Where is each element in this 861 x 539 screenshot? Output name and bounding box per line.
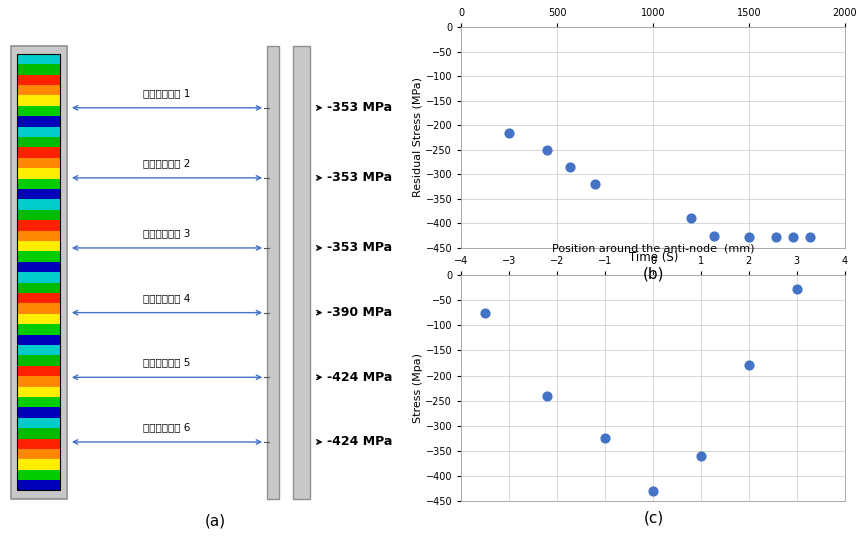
Bar <box>17 54 60 64</box>
X-axis label: Position around the anti-node  (mm): Position around the anti-node (mm) <box>551 244 753 254</box>
Bar <box>17 116 60 127</box>
Text: (b): (b) <box>642 267 663 282</box>
Bar <box>17 314 60 324</box>
Text: 압력안티노드 5: 압력안티노드 5 <box>143 357 190 368</box>
Bar <box>17 345 60 355</box>
Text: 압력안티노드 4: 압력안티노드 4 <box>143 293 190 303</box>
Text: -353 MPa: -353 MPa <box>326 241 392 254</box>
Point <box>646 487 660 495</box>
Text: 압력안티노드 1: 압력안티노드 1 <box>143 88 190 98</box>
Bar <box>17 407 60 418</box>
Bar <box>17 324 60 335</box>
Bar <box>17 335 60 345</box>
Text: -390 MPa: -390 MPa <box>326 306 392 319</box>
Point <box>478 308 492 317</box>
Bar <box>17 85 60 95</box>
Bar <box>17 168 60 178</box>
Bar <box>17 178 60 189</box>
Y-axis label: Residual Stress (MPa): Residual Stress (MPa) <box>412 78 422 197</box>
Bar <box>17 397 60 407</box>
Bar <box>17 386 60 397</box>
Bar <box>17 480 60 490</box>
Bar <box>17 95 60 106</box>
Bar <box>17 439 60 449</box>
Bar <box>17 303 60 314</box>
Bar <box>17 262 60 272</box>
Bar <box>17 272 60 282</box>
Bar <box>17 137 60 148</box>
Bar <box>17 428 60 439</box>
Text: Time (S): Time (S) <box>628 251 678 264</box>
Point <box>741 361 755 370</box>
Bar <box>17 189 60 199</box>
Point <box>563 163 577 171</box>
Bar <box>17 282 60 293</box>
Bar <box>17 210 60 220</box>
Point <box>785 233 799 241</box>
Bar <box>17 199 60 210</box>
Point <box>684 214 697 223</box>
Bar <box>17 148 60 158</box>
Point <box>540 391 554 400</box>
Text: -353 MPa: -353 MPa <box>326 171 392 184</box>
Point <box>540 146 554 154</box>
Bar <box>17 293 60 303</box>
Bar <box>17 376 60 386</box>
Bar <box>17 54 60 490</box>
Bar <box>17 241 60 251</box>
Bar <box>17 459 60 469</box>
Bar <box>17 64 60 75</box>
Text: (a): (a) <box>205 513 226 528</box>
Point <box>789 285 802 293</box>
Point <box>741 233 755 241</box>
Text: -424 MPa: -424 MPa <box>326 436 392 448</box>
Bar <box>17 220 60 231</box>
Point <box>588 180 602 189</box>
Bar <box>17 355 60 366</box>
Point <box>768 233 782 241</box>
Bar <box>17 75 60 85</box>
Bar <box>17 449 60 459</box>
Text: -353 MPa: -353 MPa <box>326 101 392 114</box>
Point <box>707 231 721 240</box>
Bar <box>17 366 60 376</box>
Bar <box>267 46 279 499</box>
Text: (c): (c) <box>642 510 663 526</box>
Bar <box>17 231 60 241</box>
Point <box>802 233 816 241</box>
Point <box>502 128 516 137</box>
Bar <box>17 158 60 168</box>
Point <box>693 452 707 460</box>
Y-axis label: Stress (Mpa): Stress (Mpa) <box>412 353 422 423</box>
Text: 압력안티노드 2: 압력안티노드 2 <box>143 158 190 168</box>
Text: 압력안티노드 6: 압력안티노드 6 <box>143 422 190 432</box>
Bar <box>10 46 67 499</box>
Bar <box>17 251 60 262</box>
Bar <box>17 106 60 116</box>
Bar <box>293 46 310 499</box>
Text: 압력안티노드 3: 압력안티노드 3 <box>143 228 190 238</box>
Bar <box>17 127 60 137</box>
Text: -424 MPa: -424 MPa <box>326 371 392 384</box>
Bar <box>17 418 60 428</box>
Point <box>598 434 611 443</box>
Bar <box>17 469 60 480</box>
